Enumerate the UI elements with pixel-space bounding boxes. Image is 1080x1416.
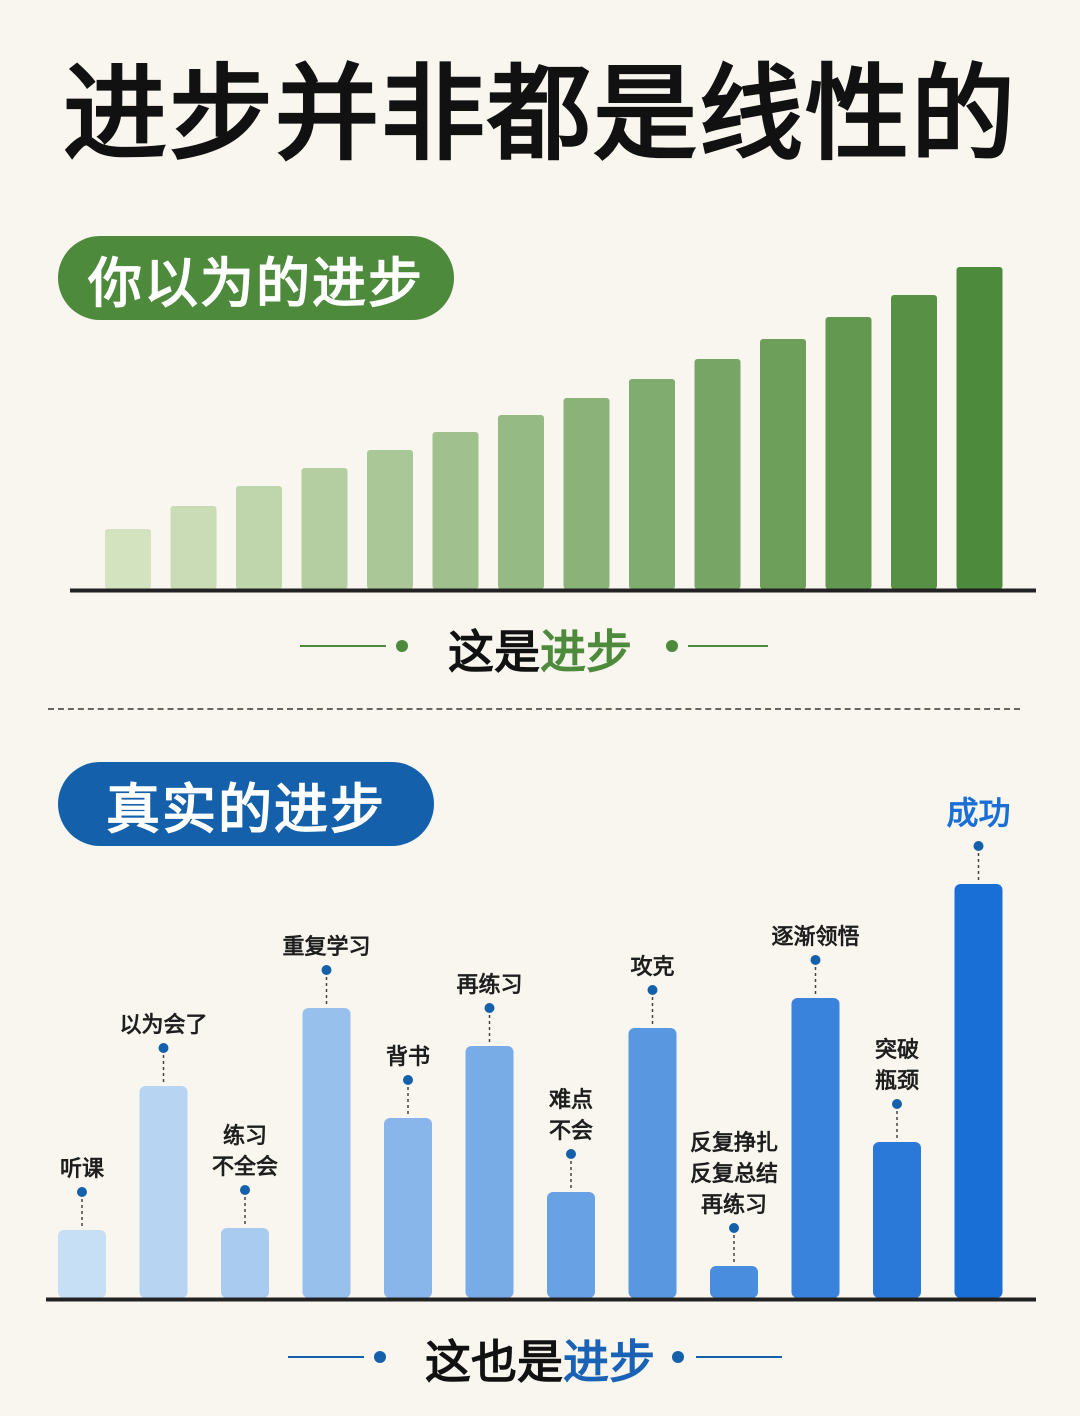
real-leader-dot — [240, 1185, 250, 1195]
real-leader-dot — [403, 1075, 413, 1085]
real-leader-dot — [321, 965, 332, 975]
real-bar-label: 反复挣扎 — [690, 1130, 778, 1156]
expected-bar — [170, 506, 217, 589]
real-leader-dot — [484, 1003, 495, 1013]
caption1-right-dot — [666, 640, 678, 652]
real-bar-label: 攻克 — [630, 954, 674, 980]
expected-bar — [105, 529, 151, 589]
expected-bar — [825, 317, 872, 589]
real-bar — [547, 1192, 595, 1298]
caption2-left-dot — [374, 1351, 386, 1363]
real-progress-pill: 真实的进步 — [58, 762, 434, 846]
caption1-right-line — [688, 645, 768, 647]
page-title: 进步并非都是线性的 — [62, 53, 1017, 175]
real-leader-dot — [892, 1099, 902, 1109]
real-bar-label: 反复总结 — [690, 1161, 778, 1187]
caption2-right-dot — [672, 1351, 684, 1363]
real-bar-label: 背书 — [386, 1045, 430, 1070]
real-bar-label: 成功 — [946, 794, 1010, 832]
section-divider — [48, 708, 1020, 710]
real-bar — [710, 1266, 758, 1298]
real-bar — [302, 1008, 351, 1298]
real-leader-dot — [810, 955, 821, 965]
caption1-left-line — [300, 645, 386, 647]
expected-bar — [563, 398, 610, 589]
caption1-prefix: 这是 — [448, 625, 540, 679]
real-leader-dot — [647, 985, 658, 995]
expected-bar — [301, 468, 348, 589]
expected-bar — [760, 339, 806, 589]
real-bar — [873, 1142, 921, 1298]
real-bar-label: 逐渐领悟 — [771, 924, 859, 950]
caption-real: 这也是进步 — [0, 1326, 1080, 1392]
real-bar — [58, 1230, 106, 1298]
real-leader-dot — [973, 841, 984, 851]
real-leader-dot — [729, 1223, 739, 1233]
expected-bar — [956, 267, 1003, 589]
caption2-prefix: 这也是 — [425, 1335, 563, 1389]
expected-bar — [236, 486, 282, 589]
real-leader-dot — [158, 1043, 169, 1053]
caption2-left-line — [288, 1356, 364, 1358]
real-bar-label: 再练习 — [456, 972, 522, 998]
caption-expected: 这是进步 — [0, 616, 1080, 682]
real-bar-label: 难点 — [548, 1087, 593, 1113]
real-bar-label: 再练习 — [701, 1192, 767, 1218]
expected-bar — [432, 432, 479, 589]
real-progress-label: 真实的进步 — [106, 777, 386, 841]
real-bar-label: 不全会 — [212, 1154, 278, 1180]
expected-progress-chart — [70, 267, 1036, 593]
real-bar — [954, 884, 1003, 1298]
real-bar-label: 突破 — [875, 1037, 919, 1063]
real-leader-dot — [566, 1149, 576, 1159]
expected-bar — [891, 295, 937, 589]
expected-progress-label: 你以为的进步 — [88, 251, 424, 315]
real-bar-label: 听课 — [60, 1157, 105, 1182]
caption1-left-dot — [396, 640, 408, 652]
real-bar-label: 练习 — [223, 1123, 267, 1149]
expected-bar — [367, 450, 413, 589]
real-bar-label: 瓶颈 — [875, 1069, 919, 1094]
real-bar-label: 以为会了 — [119, 1012, 207, 1038]
real-bar — [628, 1028, 677, 1298]
real-bar — [465, 1046, 514, 1298]
real-bar — [139, 1086, 188, 1298]
real-bar — [384, 1118, 432, 1298]
real-bar — [221, 1228, 269, 1298]
expected-bar — [498, 415, 544, 589]
real-bar — [791, 998, 840, 1298]
expected-bar — [629, 379, 675, 589]
real-leader-dot — [77, 1187, 87, 1197]
real-bar-label: 重复学习 — [282, 934, 370, 960]
expected-progress-pill: 你以为的进步 — [58, 236, 454, 320]
expected-bar — [694, 359, 741, 589]
caption2-highlight: 进步 — [563, 1335, 655, 1389]
real-bar-label: 不会 — [549, 1118, 593, 1144]
caption2-right-line — [696, 1356, 782, 1358]
caption1-highlight: 进步 — [540, 625, 632, 679]
